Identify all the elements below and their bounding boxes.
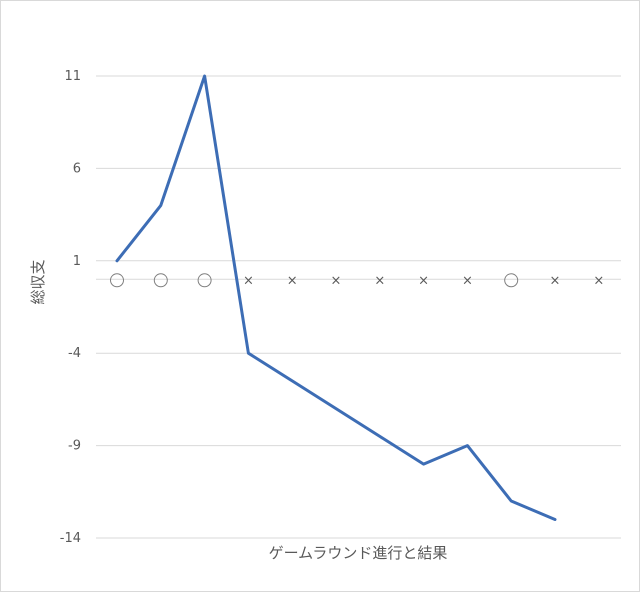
round-result-loss: ×: [287, 273, 298, 288]
y-tick-labels: 11 6 1 -4 -9 -14: [60, 69, 81, 546]
round-result-loss: ×: [462, 273, 473, 288]
round-result-win: [197, 273, 212, 288]
y-tick-label: -14: [60, 531, 81, 546]
round-results-row: × × × × × × × ×: [110, 273, 604, 288]
round-result-win: [110, 273, 124, 288]
y-tick-label: 1: [73, 254, 81, 269]
series-line: [115, 74, 557, 521]
round-result-win: [504, 273, 519, 288]
y-tick-label: -4: [68, 346, 81, 361]
round-result-loss: ×: [550, 273, 561, 288]
x-axis-title: ゲームラウンド進行と結果: [269, 544, 448, 562]
y-tick-label: 6: [73, 161, 81, 176]
round-result-loss: ×: [593, 273, 604, 288]
round-result-win: [153, 273, 168, 288]
round-result-loss: ×: [374, 273, 385, 288]
y-tick-label: -9: [68, 439, 81, 454]
gridlines: [96, 75, 621, 539]
y-tick-label: 11: [64, 69, 81, 84]
y-axis-title: 総収支: [29, 259, 47, 304]
round-result-loss: ×: [243, 273, 254, 288]
round-result-loss: ×: [331, 273, 342, 288]
round-result-loss: ×: [418, 273, 429, 288]
series-lines: [115, 74, 557, 521]
